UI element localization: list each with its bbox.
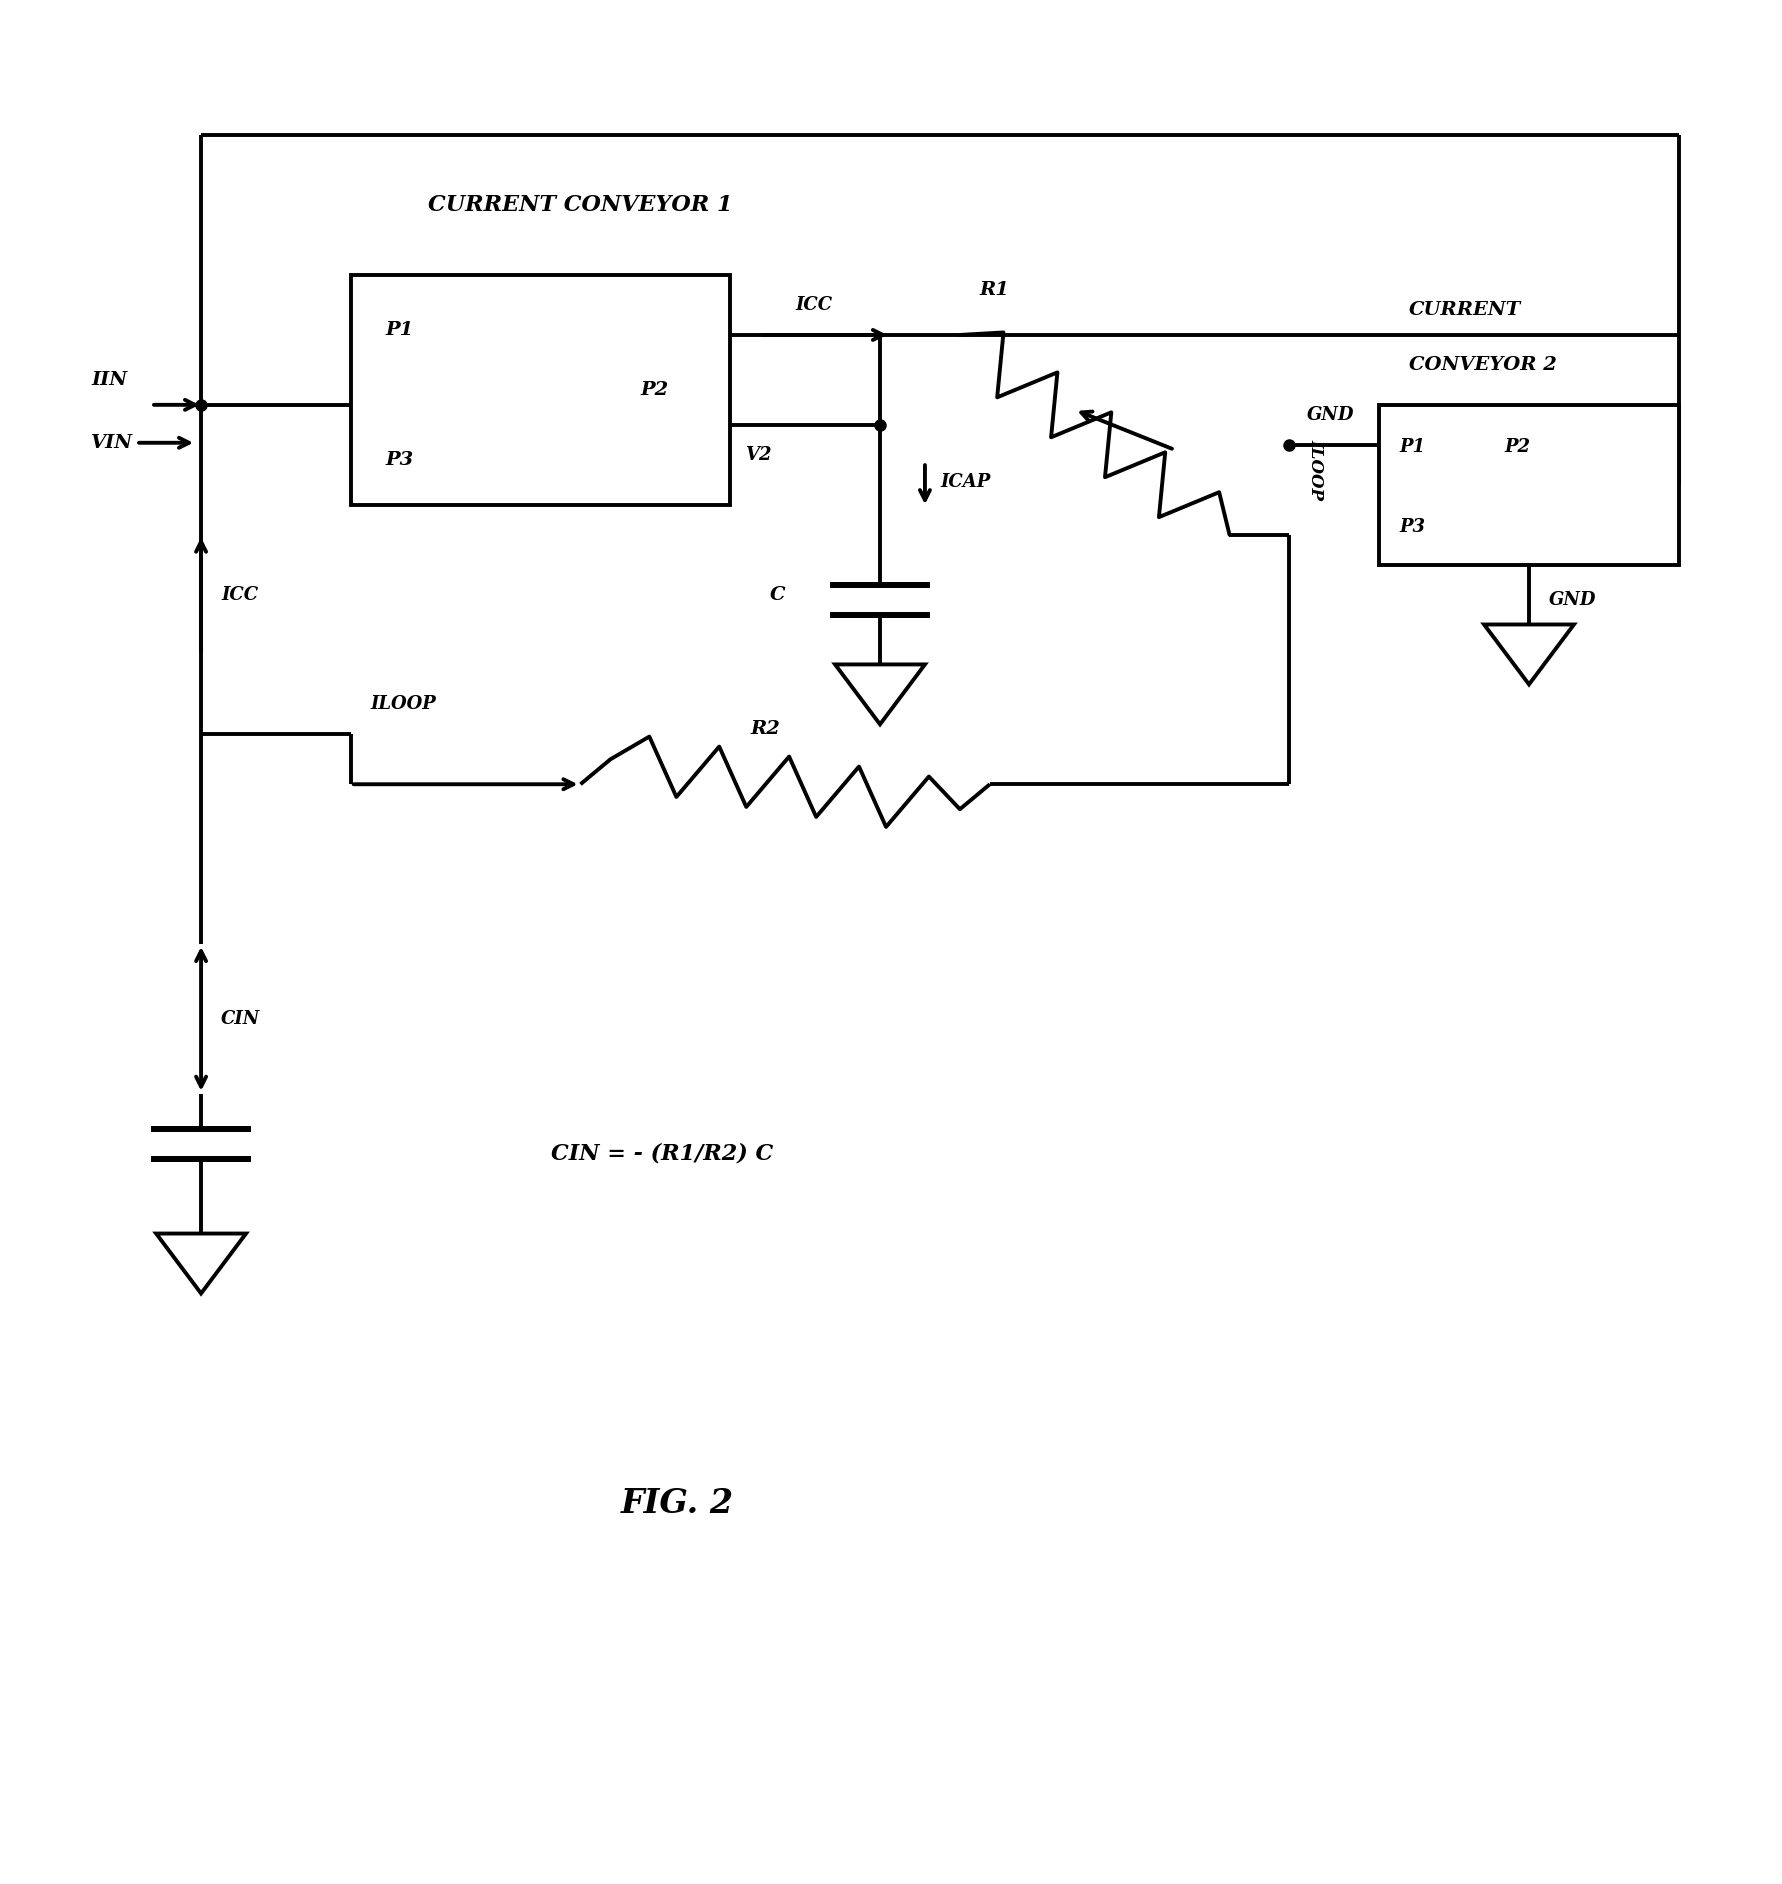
Text: P1: P1: [385, 320, 413, 339]
Text: ILOOP: ILOOP: [371, 695, 437, 714]
Text: V2: V2: [745, 447, 772, 463]
Text: IIN: IIN: [91, 371, 127, 388]
Text: P2: P2: [1504, 437, 1531, 456]
Text: VIN: VIN: [91, 433, 134, 452]
Text: CONVEYOR 2: CONVEYOR 2: [1410, 356, 1557, 373]
Text: ICAP: ICAP: [939, 473, 991, 492]
Text: CIN = - (R1/R2) C: CIN = - (R1/R2) C: [551, 1144, 773, 1164]
Text: P2: P2: [640, 381, 668, 399]
Text: GND: GND: [1308, 405, 1354, 424]
Text: R2: R2: [750, 720, 781, 739]
Text: CURRENT: CURRENT: [1410, 301, 1522, 318]
Text: CURRENT CONVEYOR 1: CURRENT CONVEYOR 1: [428, 194, 732, 217]
Text: GND: GND: [1549, 590, 1597, 609]
Text: ICC: ICC: [221, 586, 258, 603]
Bar: [1379, 405, 1679, 565]
Text: R1: R1: [980, 281, 1010, 300]
Text: P3: P3: [1399, 518, 1426, 535]
Text: CIN: CIN: [221, 1010, 260, 1029]
Text: ICC: ICC: [795, 296, 832, 315]
Bar: [351, 275, 731, 505]
Text: ILOOP: ILOOP: [1308, 439, 1324, 501]
Text: P1: P1: [1399, 437, 1426, 456]
Text: C: C: [770, 586, 786, 603]
Text: P3: P3: [385, 450, 413, 469]
Text: FIG. 2: FIG. 2: [620, 1486, 734, 1520]
